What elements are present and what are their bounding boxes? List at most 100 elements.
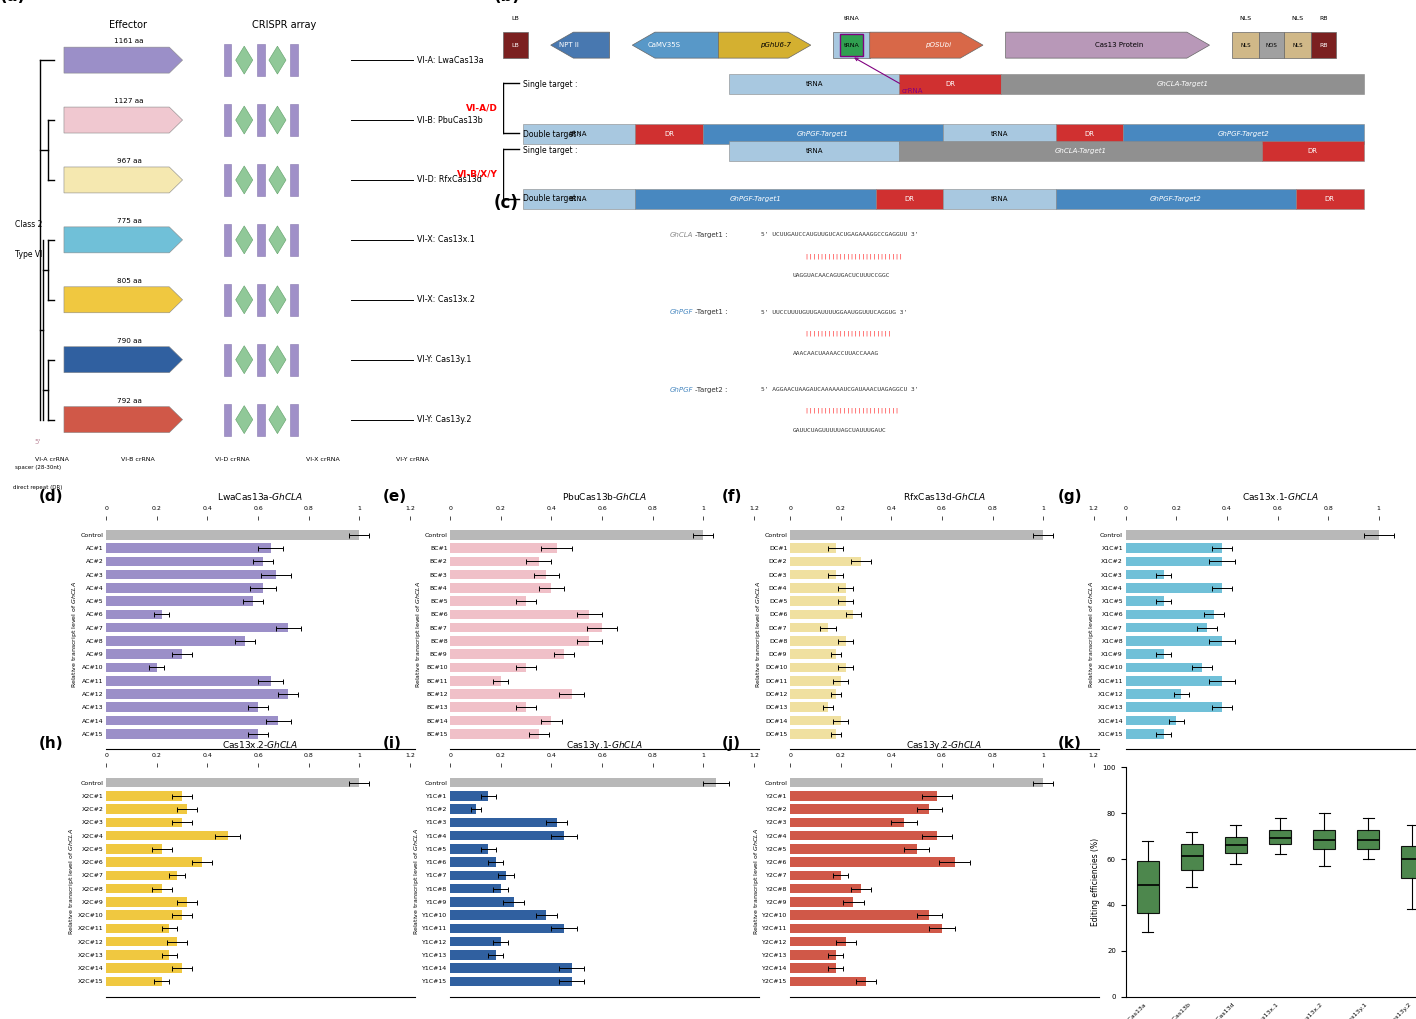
- Text: VI-A: LwaCas13a: VI-A: LwaCas13a: [418, 56, 484, 64]
- Bar: [450, 729, 539, 739]
- Bar: [450, 804, 476, 814]
- Text: pGhU6-7: pGhU6-7: [760, 42, 792, 48]
- Bar: [290, 284, 297, 316]
- Bar: [790, 804, 929, 814]
- Bar: [106, 636, 245, 646]
- Bar: [1126, 530, 1379, 540]
- Text: 790 aa: 790 aa: [116, 337, 142, 343]
- Bar: [1126, 543, 1222, 553]
- Text: UAGGUACAACAGUGACUCUUUCCGGC: UAGGUACAACAGUGACUCUUUCCGGC: [793, 273, 891, 278]
- Bar: [790, 844, 916, 854]
- Bar: [729, 141, 899, 161]
- Text: 5' AGGAACUAAGAUCAAAAAAUCGAUAAACUAGAGGCU 3': 5' AGGAACUAAGAUCAAAAAAUCGAUAAACUAGAGGCU …: [760, 387, 919, 392]
- Bar: [790, 689, 835, 699]
- FancyArrow shape: [718, 33, 811, 58]
- Bar: [450, 777, 716, 788]
- Text: 5' UUCCUUUUGUUGAUUUUGGAAUGGUUUCAGGUG 3': 5' UUCCUUUUGUUGAUUUUGGAAUGGUUUCAGGUG 3': [760, 310, 908, 315]
- Text: crRNA: crRNA: [855, 58, 923, 94]
- FancyArrow shape: [64, 47, 183, 73]
- Polygon shape: [269, 406, 286, 434]
- Polygon shape: [269, 46, 286, 74]
- Bar: [450, 530, 704, 540]
- Text: Single target :: Single target :: [523, 79, 578, 89]
- Bar: [258, 44, 265, 76]
- Text: -Target1 :: -Target1 :: [695, 310, 728, 315]
- Text: GhPGF-Target1: GhPGF-Target1: [797, 131, 848, 138]
- Bar: [702, 124, 943, 144]
- Bar: [106, 623, 289, 633]
- Bar: [523, 189, 636, 209]
- Bar: [224, 164, 231, 196]
- Text: VI-B: PbuCas13b: VI-B: PbuCas13b: [418, 115, 483, 124]
- Bar: [1126, 583, 1222, 593]
- Bar: [1126, 623, 1206, 633]
- Text: VI-X: Cas13x.1: VI-X: Cas13x.1: [418, 235, 476, 245]
- Title: Cas13x.2-$\it{GhCLA}$: Cas13x.2-$\it{GhCLA}$: [222, 739, 299, 750]
- Bar: [1126, 715, 1177, 726]
- Bar: [790, 530, 1044, 540]
- Bar: [450, 857, 496, 867]
- Title: PbuCas13b-$\it{GhCLA}$: PbuCas13b-$\it{GhCLA}$: [562, 491, 647, 502]
- Text: tRNA: tRNA: [844, 16, 860, 21]
- Bar: [258, 224, 265, 256]
- Text: Single target :: Single target :: [523, 147, 578, 156]
- Text: NLS: NLS: [1291, 16, 1304, 21]
- Bar: [450, 570, 547, 580]
- Bar: [290, 224, 297, 256]
- Bar: [1056, 124, 1123, 144]
- Text: GhPGF-Target2: GhPGF-Target2: [1218, 131, 1269, 138]
- Bar: [1296, 189, 1364, 209]
- Bar: [106, 702, 258, 712]
- FancyArrow shape: [1005, 33, 1209, 58]
- Text: tRNA: tRNA: [991, 196, 1008, 202]
- Title: Cas13y.1-$\it{GhCLA}$: Cas13y.1-$\it{GhCLA}$: [566, 739, 643, 752]
- Text: pOSUbi: pOSUbi: [925, 42, 950, 48]
- Bar: [450, 936, 501, 947]
- PathPatch shape: [1269, 829, 1291, 844]
- Bar: [1284, 33, 1311, 58]
- Text: VI-Y crRNA: VI-Y crRNA: [396, 458, 429, 462]
- Bar: [106, 570, 276, 580]
- Title: Cas13y.2-$\it{GhCLA}$: Cas13y.2-$\it{GhCLA}$: [906, 739, 983, 752]
- Bar: [1311, 33, 1337, 58]
- Polygon shape: [235, 345, 253, 374]
- Text: GhCLA-Target1: GhCLA-Target1: [1157, 82, 1208, 88]
- PathPatch shape: [1181, 844, 1204, 870]
- Bar: [790, 936, 845, 947]
- Bar: [450, 702, 527, 712]
- Text: DR: DR: [664, 131, 674, 137]
- PathPatch shape: [1225, 837, 1247, 853]
- Bar: [290, 164, 297, 196]
- Bar: [1262, 141, 1364, 161]
- Text: (h): (h): [38, 737, 62, 751]
- Polygon shape: [235, 166, 253, 194]
- Text: VI-Y: Cas13y.1: VI-Y: Cas13y.1: [418, 356, 472, 364]
- Bar: [1126, 702, 1222, 712]
- Bar: [790, 676, 841, 686]
- Text: DR: DR: [1325, 196, 1335, 202]
- Bar: [790, 976, 867, 986]
- Bar: [450, 830, 564, 841]
- Text: tRNA: tRNA: [844, 43, 860, 48]
- Text: GhCLA-Target1: GhCLA-Target1: [1055, 148, 1106, 154]
- Bar: [1126, 689, 1181, 699]
- Bar: [1126, 609, 1215, 620]
- Bar: [875, 189, 943, 209]
- Bar: [450, 897, 514, 907]
- Text: GhPGF-Target2: GhPGF-Target2: [1150, 196, 1202, 202]
- Bar: [636, 189, 875, 209]
- Polygon shape: [269, 226, 286, 254]
- Bar: [450, 817, 556, 827]
- FancyArrow shape: [64, 107, 183, 133]
- Bar: [1126, 676, 1222, 686]
- Bar: [790, 830, 937, 841]
- Text: CRISPR array: CRISPR array: [252, 20, 317, 31]
- FancyArrow shape: [64, 227, 183, 253]
- Bar: [790, 596, 845, 606]
- Polygon shape: [235, 226, 253, 254]
- Bar: [450, 636, 589, 646]
- Text: (k): (k): [1058, 737, 1082, 751]
- Bar: [790, 897, 854, 907]
- Bar: [106, 844, 161, 854]
- Text: VI-X crRNA: VI-X crRNA: [306, 458, 340, 462]
